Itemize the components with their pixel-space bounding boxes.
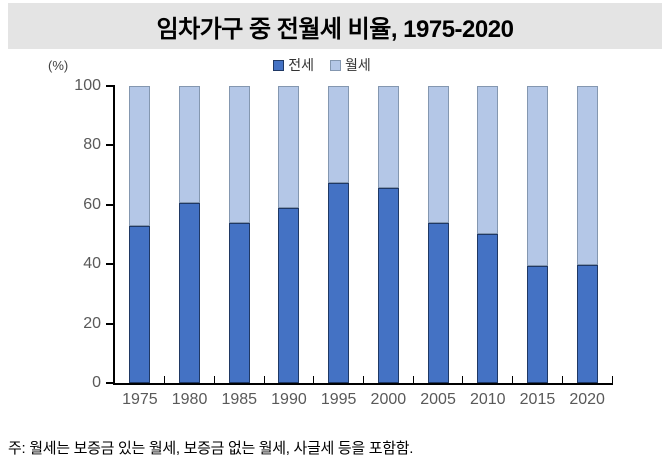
x-axis-line <box>113 383 613 385</box>
x-tick-label: 1975 <box>122 391 158 408</box>
x-tick-label: 1995 <box>320 391 357 408</box>
y-tick-mark <box>106 322 113 325</box>
wolse-segment-2015 <box>526 86 548 266</box>
jeonse-segment-2015 <box>526 265 548 383</box>
jeonse-segment-2020 <box>576 264 598 383</box>
legend: 전세 월세 <box>0 55 670 75</box>
y-tick-label: 20 <box>83 314 101 332</box>
x-axis-boundary-tick <box>412 376 414 383</box>
x-tick-label: 2015 <box>519 391 556 408</box>
y-tick-mark <box>106 85 113 87</box>
wolse-segment-1990 <box>278 86 300 208</box>
jeonse-segment-1975 <box>129 225 151 383</box>
jeonse-segment-1990 <box>278 207 300 383</box>
y-tick-mark <box>106 203 113 206</box>
y-tick-label: 80 <box>83 136 101 154</box>
wolse-segment-1980 <box>179 86 201 203</box>
y-axis-line <box>113 85 115 385</box>
y-axis-unit-label: (%) <box>48 58 69 73</box>
wolse-swatch-icon <box>330 59 341 71</box>
wolse-segment-2005 <box>427 86 449 223</box>
y-tick-label: 60 <box>83 195 101 213</box>
legend-label-wolse: 월세 <box>345 57 371 73</box>
x-axis-boundary-tick <box>363 376 364 383</box>
x-axis-boundary-tick <box>313 376 315 383</box>
jeonse-segment-1980 <box>179 202 201 383</box>
x-tick-label: 1985 <box>221 391 258 408</box>
footnote: 주: 월세는 보증금 있는 월세, 보증금 없는 월세, 사글세 등을 포함함. <box>8 440 414 457</box>
x-axis-boundary-tick <box>164 376 166 383</box>
jeonse-segment-1985 <box>228 222 250 383</box>
y-tick-mark <box>106 382 113 384</box>
jeonse-segment-1995 <box>328 183 350 383</box>
x-tick-label: 1980 <box>171 391 208 408</box>
wolse-segment-2000 <box>377 86 399 188</box>
legend-item-wolse: 월세 <box>330 55 371 75</box>
x-tick-label: 2005 <box>420 391 456 408</box>
jeonse-segment-2000 <box>377 187 399 383</box>
chart-title: 임차가구 중 전월세 비율, 1975-2020 <box>156 15 514 43</box>
y-tick-label: 40 <box>83 255 101 273</box>
wolse-segment-1995 <box>328 86 350 184</box>
jeonse-segment-2010 <box>477 233 499 383</box>
x-axis-boundary-tick <box>263 376 265 383</box>
wolse-segment-1975 <box>129 86 151 226</box>
wolse-segment-2010 <box>477 86 499 234</box>
x-tick-label: 2000 <box>370 391 407 408</box>
legend-item-jeonse: 전세 <box>273 55 314 75</box>
x-tick-label: 2020 <box>569 391 605 408</box>
jeonse-swatch-icon <box>273 59 285 71</box>
legend-label-jeonse: 전세 <box>288 57 314 73</box>
title-banner: 임차가구 중 전월세 비율, 1975-2020 <box>8 3 662 49</box>
x-axis-boundary-tick <box>561 376 563 383</box>
x-axis-boundary-tick <box>512 376 514 383</box>
jeonse-segment-2005 <box>427 222 449 383</box>
y-tick-mark <box>106 144 113 147</box>
y-tick-label: 100 <box>74 77 101 94</box>
x-tick-label: 1990 <box>271 391 307 408</box>
wolse-segment-1985 <box>228 86 250 223</box>
y-tick-mark <box>106 263 113 266</box>
wolse-segment-2020 <box>576 86 598 265</box>
y-tick-label: 0 <box>92 374 101 391</box>
x-axis-boundary-tick <box>611 376 613 383</box>
x-axis-boundary-tick <box>462 376 464 383</box>
x-tick-label: 2010 <box>469 391 506 408</box>
plot-area: 0 20 40 60 80 100 1975 1980 1985 1990 1995 2000 2005… <box>74 77 613 408</box>
x-axis-boundary-tick <box>213 376 215 383</box>
